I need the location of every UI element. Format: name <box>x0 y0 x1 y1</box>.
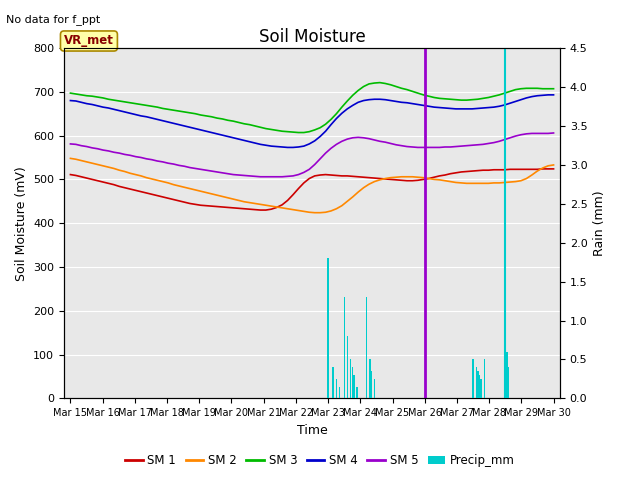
Bar <box>479 375 480 398</box>
Bar <box>366 297 367 398</box>
Bar <box>504 297 506 398</box>
Bar <box>481 379 482 398</box>
Bar <box>476 367 477 398</box>
Bar <box>335 379 337 398</box>
Bar <box>344 297 345 398</box>
Bar <box>477 371 479 398</box>
Bar <box>369 360 371 398</box>
Text: VR_met: VR_met <box>64 35 114 48</box>
Title: Soil Moisture: Soil Moisture <box>259 28 365 47</box>
Legend: SM 1, SM 2, SM 3, SM 4, SM 5, Precip_mm: SM 1, SM 2, SM 3, SM 4, SM 5, Precip_mm <box>120 449 520 472</box>
X-axis label: Time: Time <box>296 424 328 437</box>
Y-axis label: Soil Moisture (mV): Soil Moisture (mV) <box>15 166 28 281</box>
Bar <box>374 379 376 398</box>
Bar <box>347 336 348 398</box>
Bar <box>332 367 333 398</box>
Bar <box>350 360 351 398</box>
Bar <box>351 367 353 398</box>
Bar <box>371 371 372 398</box>
Bar <box>353 375 355 398</box>
Bar <box>472 360 474 398</box>
Bar <box>339 387 340 398</box>
Bar <box>484 360 485 398</box>
Text: No data for f_ppt: No data for f_ppt <box>6 14 100 25</box>
Y-axis label: Rain (mm): Rain (mm) <box>593 191 606 256</box>
Bar <box>508 367 509 398</box>
Bar <box>506 352 508 398</box>
Bar <box>328 258 329 398</box>
Bar <box>356 387 358 398</box>
